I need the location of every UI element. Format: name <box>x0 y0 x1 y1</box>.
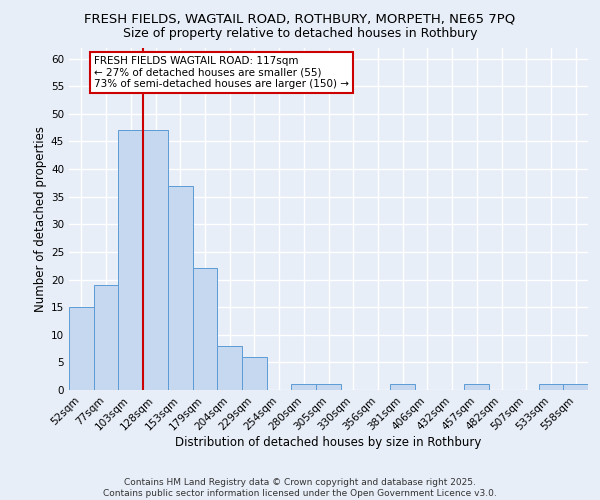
Bar <box>242 357 267 390</box>
Bar <box>563 384 588 390</box>
Bar <box>539 384 563 390</box>
Text: Contains HM Land Registry data © Crown copyright and database right 2025.
Contai: Contains HM Land Registry data © Crown c… <box>103 478 497 498</box>
Text: FRESH FIELDS WAGTAIL ROAD: 117sqm
← 27% of detached houses are smaller (55)
73% : FRESH FIELDS WAGTAIL ROAD: 117sqm ← 27% … <box>94 56 349 89</box>
Bar <box>217 346 242 390</box>
Bar <box>193 268 217 390</box>
Bar <box>143 130 168 390</box>
Bar <box>118 130 143 390</box>
Bar <box>464 384 489 390</box>
Bar <box>168 186 193 390</box>
Bar <box>316 384 341 390</box>
Bar <box>69 307 94 390</box>
Y-axis label: Number of detached properties: Number of detached properties <box>34 126 47 312</box>
Bar <box>94 285 118 390</box>
Bar <box>292 384 316 390</box>
Bar <box>390 384 415 390</box>
X-axis label: Distribution of detached houses by size in Rothbury: Distribution of detached houses by size … <box>175 436 482 449</box>
Text: FRESH FIELDS, WAGTAIL ROAD, ROTHBURY, MORPETH, NE65 7PQ: FRESH FIELDS, WAGTAIL ROAD, ROTHBURY, MO… <box>85 12 515 26</box>
Text: Size of property relative to detached houses in Rothbury: Size of property relative to detached ho… <box>123 28 477 40</box>
